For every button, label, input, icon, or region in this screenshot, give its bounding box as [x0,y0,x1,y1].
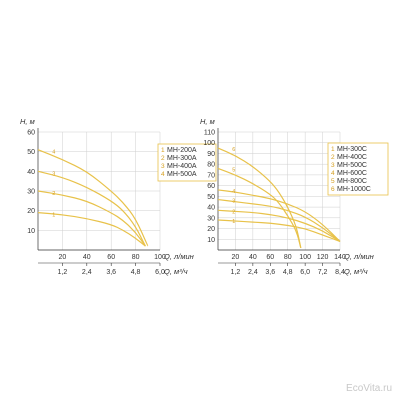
y-tick-label: 20 [27,208,35,215]
x-tick-label: 60 [266,254,274,261]
y-axis-label: H, м [200,117,215,126]
series-line-6 [217,147,302,249]
legend-number: 2 [331,154,335,161]
x-tick-label: 100 [299,254,311,261]
series-curve-label: 6 [232,147,235,153]
legend-number: 3 [331,162,335,169]
x2-axis-label: Q, м³/ч [164,267,188,276]
x-tick-label: 40 [249,254,257,261]
x2-tick-label: 2,4 [82,269,92,276]
series-line-5 [217,167,302,249]
legend-label: MH-600C [337,170,367,177]
legend-number: 2 [161,155,165,162]
y-tick-label: 90 [207,151,215,158]
x-tick-label: 120 [317,254,329,261]
x2-tick-label: 4,8 [131,269,141,276]
y-tick-label: 10 [207,237,215,244]
series-curve-label: 3 [52,171,55,177]
y-tick-label: 60 [27,130,35,137]
y-tick-label: 10 [27,228,35,235]
series-curve-label: 5 [232,167,235,173]
series-line-4 [217,189,341,242]
series-line-1 [217,219,341,242]
series-line-3 [217,198,341,242]
legend-label: MH-1000C [337,186,371,193]
y-tick-label: 70 [207,172,215,179]
x-tick-label: 80 [284,254,292,261]
series-curve-label: 3 [232,199,235,205]
y-tick-label: 100 [203,140,215,147]
series-line-2 [37,190,146,247]
y-tick-label: 50 [207,194,215,201]
x2-tick-label: 1,2 [58,269,68,276]
x2-tick-label: 6,0 [155,269,165,276]
x-tick-label: 20 [232,254,240,261]
legend-number: 1 [161,147,165,154]
series-line-3 [37,170,146,247]
legend-label: MH-800C [337,178,367,185]
y-tick-label: 30 [207,215,215,222]
x2-tick-label: 2,4 [248,269,258,276]
y-tick-label: 60 [207,183,215,190]
legend-label: MH-500A [167,171,197,178]
x-tick-label: 100 [154,254,166,261]
series-curve-label: 2 [232,209,235,215]
x2-tick-label: 6,0 [300,269,310,276]
x-tick-label: 140 [334,254,346,261]
legend-number: 4 [331,170,335,177]
legend-label: MH-200A [167,147,197,154]
y-tick-label: 20 [207,226,215,233]
legend-box [327,142,389,196]
x-tick-label: 60 [107,254,115,261]
x-axis-label: Q, л/мин [164,252,194,261]
chart-1: 10 20 30 40 50 60 20 40 60 80 100 1,2 2,4 3,6 4,8 6,0 H,… [20,117,217,276]
x-tick-label: 20 [59,254,67,261]
legend-box [157,143,217,182]
x-axis-label: Q, л/мин [344,252,374,261]
y-tick-label: 30 [27,189,35,196]
series-curve-label: 1 [232,219,235,225]
legend-label: MH-500C [337,162,367,169]
x2-tick-label: 1,2 [231,269,241,276]
x-tick-label: 40 [83,254,91,261]
x2-tick-label: 7,2 [318,269,328,276]
legend-label: MH-300C [337,146,367,153]
legend-number: 4 [161,171,165,178]
legend-label: MH-400A [167,163,197,170]
series-curve-label: 1 [52,213,55,219]
legend-number: 1 [331,146,335,153]
legend-label: MH-300A [167,155,197,162]
y-tick-label: 40 [27,169,35,176]
x-tick-label: 80 [132,254,140,261]
x2-tick-label: 3,6 [265,269,275,276]
watermark: EcoVita.ru [346,383,392,394]
legend-number: 6 [331,186,335,193]
x2-axis-label: Q, м³/ч [344,267,368,276]
y-tick-label: 110 [204,130,215,137]
x2-tick-label: 4,8 [283,269,293,276]
y-axis-label: H, м [20,117,35,126]
series-line-4 [37,149,149,247]
x2-tick-label: 3,6 [106,269,116,276]
x2-tick-label: 8,4 [335,269,345,276]
series-curve-label: 4 [232,189,235,195]
y-tick-label: 50 [27,149,35,156]
legend-number: 5 [331,178,335,185]
series-line-1 [37,212,146,247]
y-tick-label: 40 [207,205,215,212]
y-tick-label: 80 [207,162,215,169]
series-line-2 [217,209,341,242]
series-curve-label: 4 [52,150,55,156]
legend-label: MH-400C [337,154,367,161]
series-curve-label: 2 [52,191,55,197]
legend-number: 3 [161,163,165,170]
